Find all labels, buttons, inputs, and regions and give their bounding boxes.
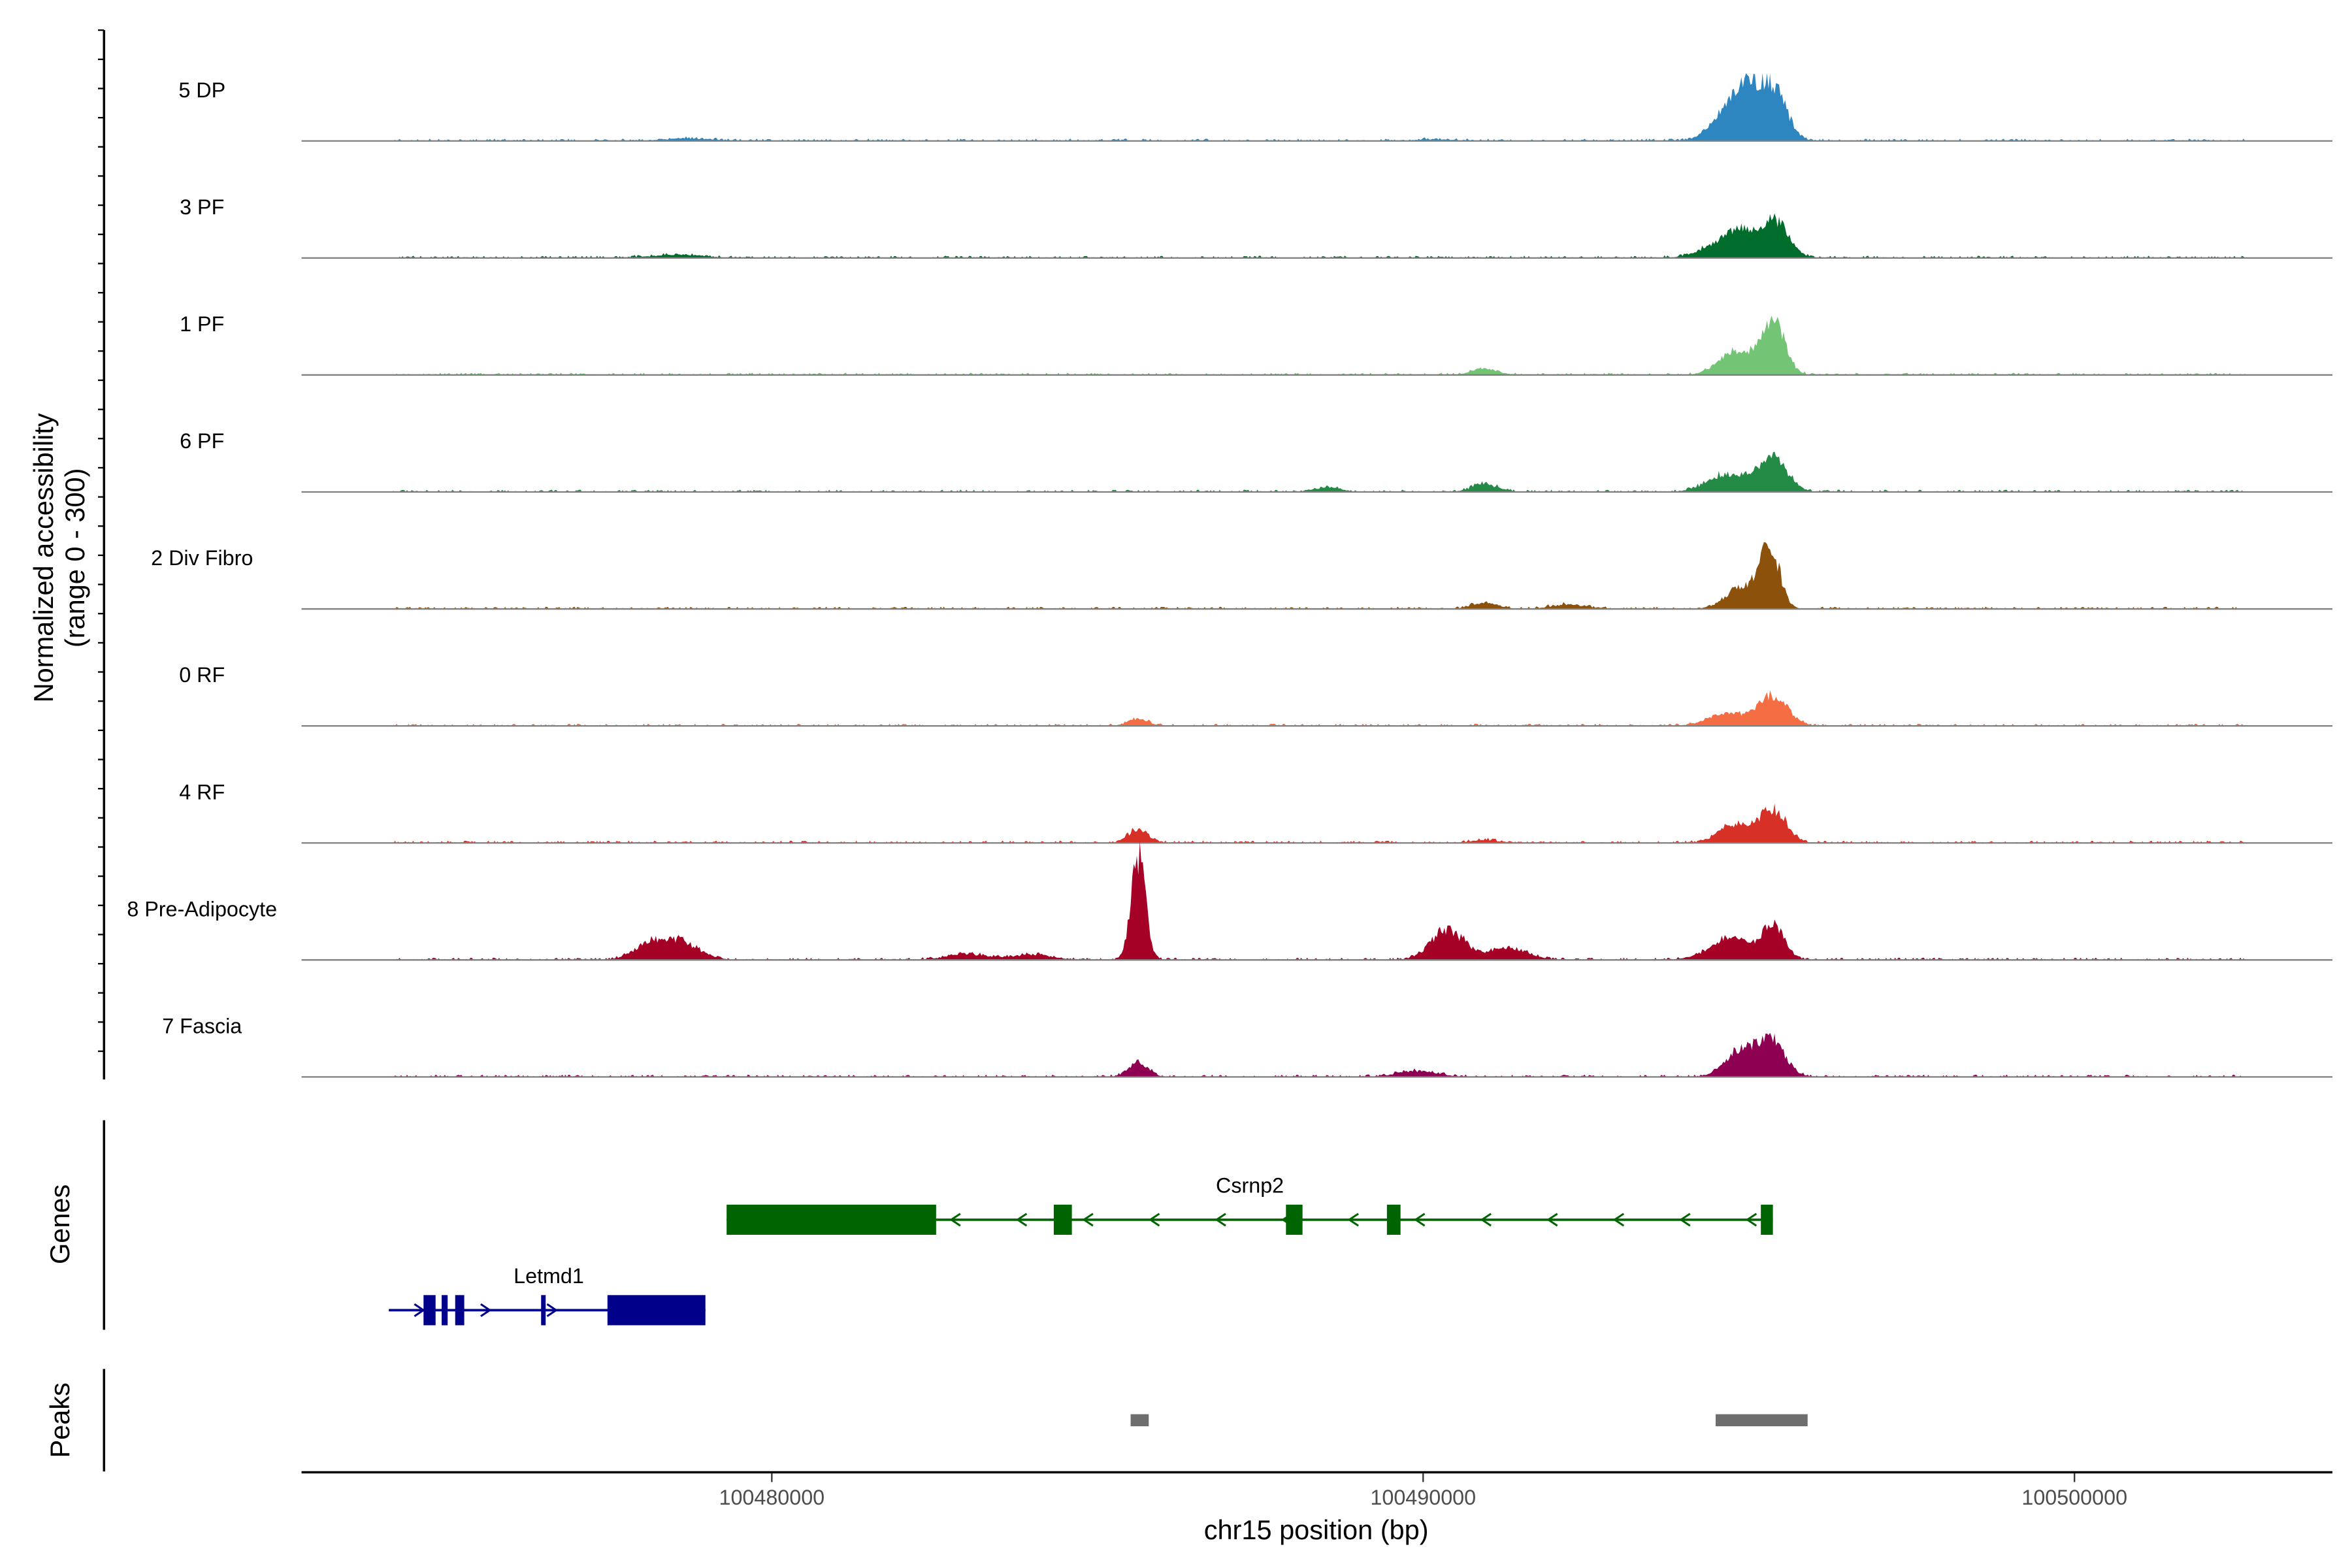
track-4-rf: 4 RF — [179, 780, 2332, 844]
genes-axis-title: Genes — [44, 1184, 75, 1264]
track-label: 3 PF — [180, 195, 224, 219]
track-label: 1 PF — [180, 312, 224, 336]
gene-exon — [455, 1295, 465, 1326]
track-label: 7 Fascia — [162, 1014, 242, 1037]
y-axis-title: Normalized accessibility — [28, 413, 59, 702]
strand-arrow-icon — [546, 1303, 558, 1317]
x-tick-label: 100480000 — [719, 1486, 825, 1509]
strand-arrow-icon — [1679, 1213, 1691, 1227]
track-1-pf: 1 PF — [180, 312, 2332, 376]
strand-arrow-icon — [1015, 1213, 1028, 1227]
track-label: 6 PF — [180, 429, 224, 453]
strand-arrow-icon — [1745, 1213, 1757, 1227]
gene-exon — [423, 1295, 436, 1326]
coverage-area — [301, 841, 2332, 960]
peak-region — [1130, 1414, 1149, 1427]
gene-exon — [1286, 1204, 1303, 1235]
x-tick-label: 100500000 — [2021, 1486, 2127, 1509]
strand-arrow-icon — [1480, 1213, 1492, 1227]
strand-arrow-icon — [1612, 1213, 1625, 1227]
coverage-area — [301, 451, 2332, 492]
track-7-fascia: 7 Fascia — [162, 1014, 2332, 1078]
track-6-pf: 6 PF — [180, 429, 2332, 493]
gene-exon — [1761, 1204, 1773, 1235]
x-tick-label: 100490000 — [1370, 1486, 1476, 1509]
gene-exon — [1053, 1204, 1072, 1235]
track-label: 0 RF — [179, 663, 225, 687]
track-label: 4 RF — [179, 780, 225, 804]
peak-track — [1130, 1414, 1808, 1427]
gene-exon — [607, 1295, 706, 1326]
x-axis-ticks: 100480000 100490000 100500000 — [719, 1473, 2127, 1509]
coverage-tracks: 5 DP 3 PF 1 PF 6 PF 2 Div Fibro 0 RF 4 RF 8 Pre… — [127, 73, 2332, 1078]
gene-exon — [1386, 1204, 1401, 1235]
coverage-area — [301, 73, 2332, 141]
coverage-area — [301, 316, 2332, 375]
track-0-rf: 0 RF — [179, 663, 2332, 727]
coverage-y-axis — [98, 29, 105, 1080]
strand-arrow-icon — [1414, 1213, 1426, 1227]
y-axis-subtitle: (range 0 - 300) — [59, 468, 90, 648]
coverage-area — [301, 542, 2332, 610]
coverage-area — [301, 803, 2332, 843]
strand-arrow-icon — [1546, 1213, 1558, 1227]
peaks-axis-title: Peaks — [44, 1382, 75, 1458]
gene-exon — [727, 1204, 936, 1235]
strand-arrow-icon — [949, 1213, 961, 1227]
gene-label: Letmd1 — [514, 1264, 584, 1288]
track-label: 5 DP — [178, 78, 225, 102]
gene-exon — [541, 1295, 546, 1326]
strand-arrow-icon — [480, 1303, 492, 1317]
track-8-pre-adipocyte: 8 Pre-Adipocyte — [127, 841, 2332, 961]
gene-track: Csrnp2 Letmd1 — [389, 1173, 1773, 1326]
x-axis-title: chr15 position (bp) — [1204, 1514, 1429, 1545]
track-5-dp: 5 DP — [178, 73, 2332, 142]
strand-arrow-icon — [1347, 1213, 1359, 1227]
track-label: 8 Pre-Adipocyte — [127, 897, 277, 921]
track-3-pf: 3 PF — [180, 195, 2332, 259]
coverage-area — [301, 690, 2332, 727]
coverage-area — [301, 213, 2332, 258]
gene-csrnp2: Csrnp2 — [727, 1173, 1773, 1235]
strand-arrow-icon — [1215, 1213, 1226, 1227]
track-label: 2 Div Fibro — [151, 546, 253, 570]
gene-label: Csrnp2 — [1216, 1173, 1284, 1197]
strand-arrow-icon — [1082, 1213, 1094, 1227]
gene-exon — [441, 1295, 448, 1326]
strand-arrow-icon — [414, 1303, 425, 1317]
peak-region — [1715, 1414, 1808, 1427]
coverage-area — [301, 1032, 2332, 1077]
track-2-div-fibro: 2 Div Fibro — [151, 542, 2332, 610]
strand-arrow-icon — [1148, 1213, 1160, 1227]
gene-letmd1: Letmd1 — [389, 1264, 706, 1326]
